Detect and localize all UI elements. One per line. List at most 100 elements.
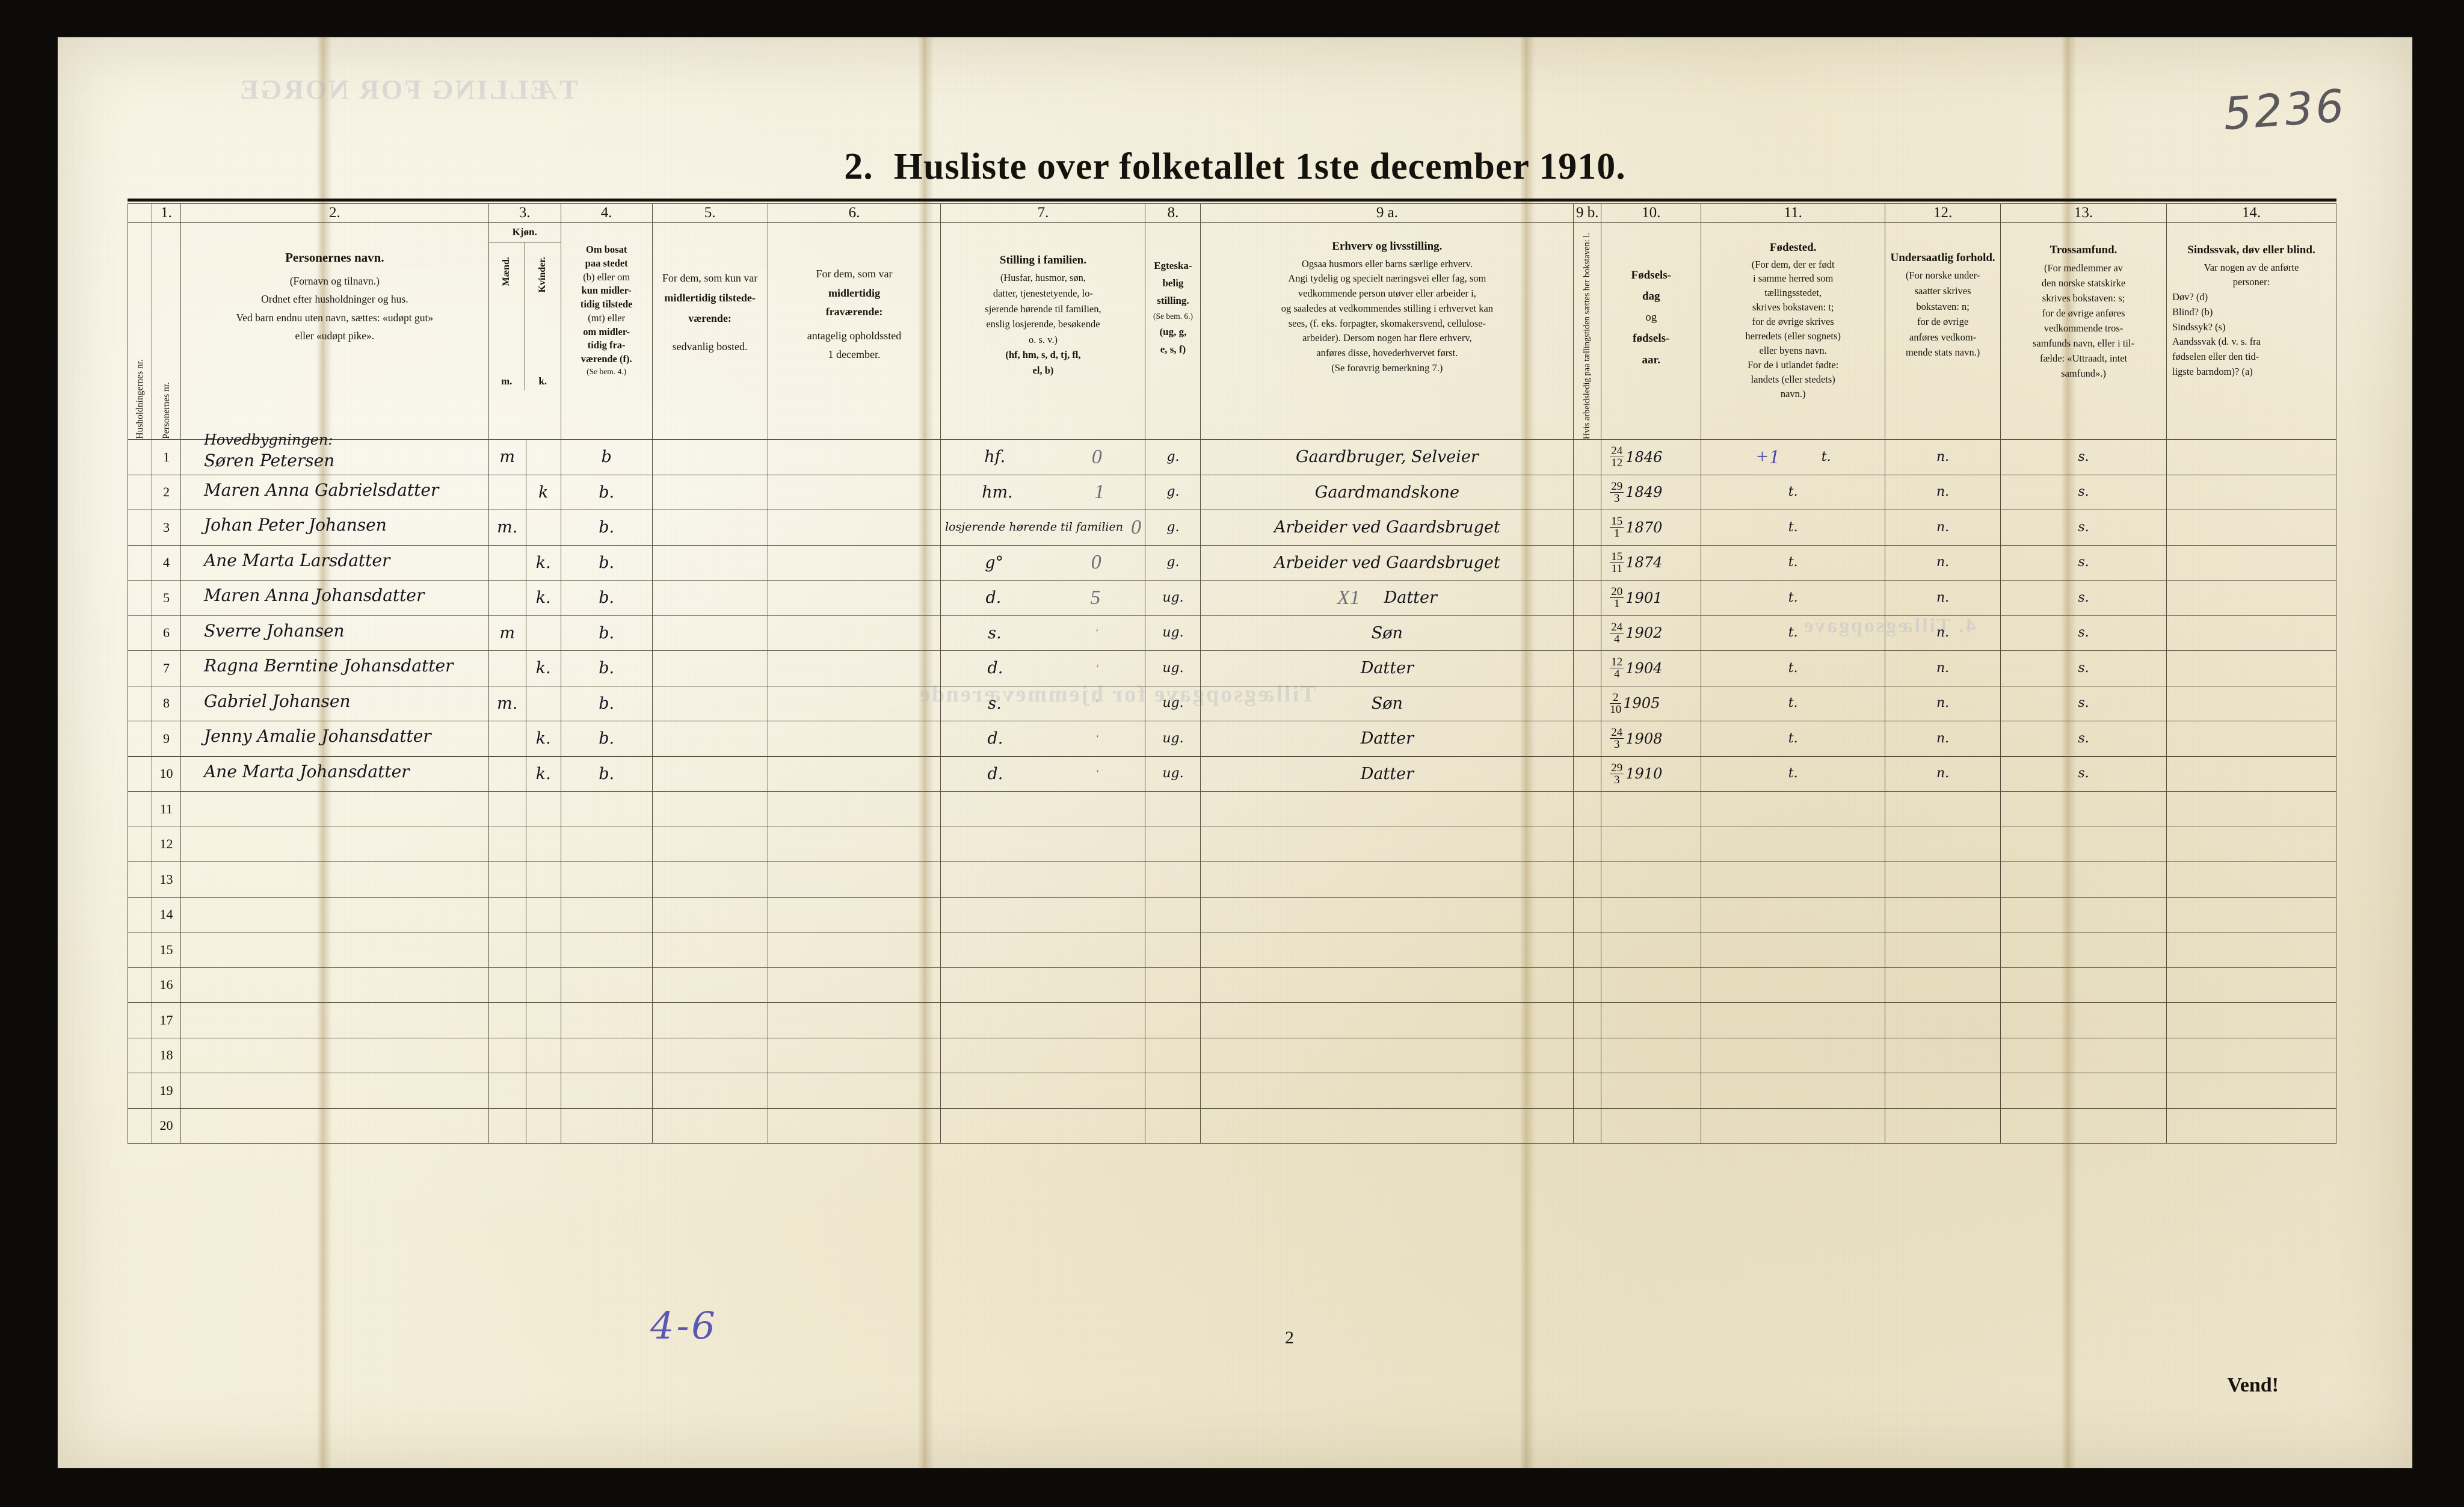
cell-marital-status[interactable] [1145,826,1201,862]
cell-resident[interactable]: b. [560,474,653,510]
cell-unemployed[interactable] [1573,861,1602,898]
cell-name[interactable]: Hovedbygningen: Søren Petersen [180,431,489,475]
cell-religion[interactable]: s. [2000,510,2167,546]
cell-sex-female[interactable] [525,1073,561,1109]
cell-citizenship[interactable] [1885,826,2001,862]
cell-birth-date[interactable]: 20 1 1901 [1601,580,1702,616]
cell-sex-female[interactable] [525,967,561,1003]
table-row[interactable]: 11 [128,791,2337,827]
cell-family-position[interactable]: hf. 0 [940,439,1146,475]
cell-birth-date[interactable]: 29 3 1849 [1601,474,1702,510]
table-row[interactable]: 12 [128,826,2337,862]
cell-occupation[interactable]: X1 Datter [1200,580,1574,616]
table-row[interactable]: 8 Gabriel Johansen m. b. s. ‘ ug. Søn 2 10 1905 t. n… [128,685,2337,721]
cell-citizenship[interactable]: n. [1885,615,2001,651]
cell-religion[interactable]: s. [2000,615,2167,651]
cell-birth-date[interactable]: 29 3 1910 [1601,756,1702,792]
cell-family-position[interactable] [940,861,1146,898]
cell-marital-status[interactable]: g. [1145,474,1201,510]
cell-occupation[interactable] [1200,826,1574,862]
cell-resident[interactable]: b. [560,721,653,757]
cell-temp-residence[interactable] [651,439,768,475]
cell-name[interactable]: Maren Anna Johansdatter [180,580,489,616]
cell-marital-status[interactable] [1145,861,1201,898]
table-row[interactable]: 1 Hovedbygningen: Søren Petersen m b hf. 0 g. Ga… [128,431,2337,475]
cell-occupation[interactable]: Arbeider ved Gaardsbruget [1200,510,1574,546]
cell-family-position[interactable]: d. ‘ [940,721,1146,757]
cell-unemployed[interactable] [1573,1037,1602,1073]
cell-sex-male[interactable] [488,756,526,792]
cell-disability[interactable] [2166,580,2337,616]
cell-citizenship[interactable] [1885,791,2001,827]
table-row[interactable]: 20 [128,1108,2337,1144]
cell-marital-status[interactable] [1145,1002,1201,1038]
cell-religion[interactable]: s. [2000,721,2167,757]
cell-birthplace[interactable]: t. [1701,721,1886,757]
table-row[interactable]: 9 Jenny Amalie Johansdatter k. b. d. ‘ ug. Datt… [128,721,2337,757]
cell-temp-residence[interactable] [651,967,768,1003]
cell-birthplace[interactable]: t. [1701,615,1886,651]
cell-unemployed[interactable] [1573,615,1602,651]
cell-religion[interactable] [2000,1073,2167,1109]
cell-disability[interactable] [2166,826,2337,862]
cell-sex-male[interactable] [488,896,526,932]
cell-religion[interactable] [2000,826,2167,862]
cell-disability[interactable] [2166,650,2337,686]
cell-birth-date[interactable] [1601,896,1702,932]
cell-marital-status[interactable]: ug. [1145,685,1201,721]
table-row[interactable]: 14 [128,896,2337,932]
cell-resident[interactable]: b. [560,544,653,581]
cell-temp-residence[interactable] [651,474,768,510]
cell-disability[interactable] [2166,544,2337,581]
cell-resident[interactable] [560,791,653,827]
cell-birthplace[interactable] [1701,967,1886,1003]
table-row[interactable]: 5 Maren Anna Johansdatter k. b. d. 5 ug. X1 Datt… [128,580,2337,616]
cell-disability[interactable] [2166,510,2337,546]
cell-family-position[interactable]: d. ‘ [940,650,1146,686]
cell-birth-date[interactable] [1601,1037,1702,1073]
cell-birth-date[interactable]: 2 10 1905 [1601,685,1702,721]
cell-temp-absent[interactable] [767,721,941,757]
cell-marital-status[interactable] [1145,1037,1201,1073]
cell-family-position[interactable] [940,826,1146,862]
cell-sex-male[interactable]: m. [488,510,526,546]
cell-name[interactable]: Ane Marta Larsdatter [180,544,489,581]
cell-citizenship[interactable]: n. [1885,510,2001,546]
cell-sex-male[interactable] [488,580,526,616]
cell-occupation[interactable]: Datter [1200,650,1574,686]
cell-citizenship[interactable] [1885,896,2001,932]
cell-birthplace[interactable]: t. [1701,474,1886,510]
cell-birth-date[interactable]: 24 4 1902 [1601,615,1702,651]
cell-birthplace[interactable] [1701,1073,1886,1109]
cell-religion[interactable]: s. [2000,580,2167,616]
cell-sex-female[interactable] [525,932,561,968]
cell-temp-absent[interactable] [767,1108,941,1144]
cell-temp-residence[interactable] [651,615,768,651]
cell-birth-date[interactable] [1601,967,1702,1003]
cell-temp-absent[interactable] [767,544,941,581]
cell-birthplace[interactable]: +1 t. [1701,439,1886,475]
cell-disability[interactable] [2166,615,2337,651]
cell-sex-male[interactable]: m [488,439,526,475]
cell-birth-date[interactable]: 12 4 1904 [1601,650,1702,686]
cell-temp-residence[interactable] [651,685,768,721]
cell-birth-date[interactable] [1601,791,1702,827]
cell-temp-absent[interactable] [767,1002,941,1038]
cell-unemployed[interactable] [1573,721,1602,757]
cell-temp-residence[interactable] [651,791,768,827]
cell-citizenship[interactable] [1885,967,2001,1003]
table-row[interactable]: 2 Maren Anna Gabrielsdatter k b. hm. 1 g. Gaard… [128,474,2337,510]
cell-birthplace[interactable] [1701,1037,1886,1073]
cell-birthplace[interactable] [1701,791,1886,827]
cell-temp-absent[interactable] [767,896,941,932]
cell-marital-status[interactable] [1145,932,1201,968]
cell-family-position[interactable]: g° 0 [940,544,1146,581]
cell-marital-status[interactable]: ug. [1145,615,1201,651]
cell-birthplace[interactable] [1701,1108,1886,1144]
cell-family-position[interactable]: hm. 1 [940,474,1146,510]
cell-temp-residence[interactable] [651,1002,768,1038]
table-row[interactable]: 7 Ragna Berntine Johansdatter k. b. d. ‘ ug. Da… [128,650,2337,686]
cell-unemployed[interactable] [1573,1108,1602,1144]
cell-resident[interactable]: b. [560,580,653,616]
cell-disability[interactable] [2166,474,2337,510]
